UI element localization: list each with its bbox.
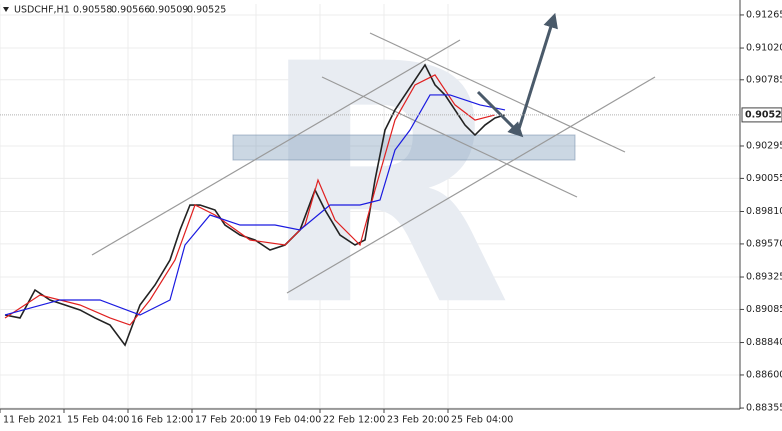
forecast-arrow bbox=[476, 90, 524, 138]
y-tick-label: 0.91020 bbox=[746, 43, 782, 54]
channel-line bbox=[91, 39, 461, 256]
x-tick-label: 23 Feb 20:00 bbox=[387, 415, 449, 426]
watermark: R bbox=[258, 0, 512, 378]
ohlc-value: 0.90558 bbox=[73, 5, 112, 16]
x-tick-label: 17 Feb 20:00 bbox=[195, 415, 257, 426]
ohlc-value: 0.90525 bbox=[187, 5, 226, 16]
last-price-box bbox=[741, 107, 782, 123]
y-tick-label: 0.90785 bbox=[746, 74, 782, 85]
x-tick-label: 15 Feb 04:00 bbox=[67, 415, 129, 426]
trend-lines bbox=[91, 32, 656, 294]
ohlc-value: 0.90509 bbox=[149, 5, 188, 16]
y-tick-label: 0.91265 bbox=[746, 9, 782, 20]
y-tick-label: 0.90055 bbox=[746, 173, 782, 184]
last-price-label: 0.90525 bbox=[745, 109, 782, 120]
x-tick-label: 19 Feb 04:00 bbox=[259, 415, 321, 426]
y-tick-label: 0.89570 bbox=[746, 238, 782, 249]
channel-line bbox=[369, 32, 626, 153]
x-tick-label: 25 Feb 04:00 bbox=[451, 415, 513, 426]
y-tick-label: 0.88600 bbox=[746, 369, 782, 380]
support-zone bbox=[232, 134, 576, 161]
y-tick-label: 0.89325 bbox=[746, 272, 782, 283]
price-line bbox=[4, 94, 506, 316]
channel-line bbox=[286, 76, 656, 294]
grid bbox=[0, 4, 740, 409]
y-tick-label: 0.90295 bbox=[746, 140, 782, 151]
collapse-icon[interactable] bbox=[3, 7, 9, 12]
ohlc-value: 0.90566 bbox=[111, 5, 150, 16]
x-tick-label: 11 Feb 2021 bbox=[3, 415, 62, 426]
x-tick-label: 16 Feb 12:00 bbox=[131, 415, 193, 426]
y-tick-label: 0.88840 bbox=[746, 337, 782, 348]
y-tick-label: 0.88355 bbox=[746, 403, 782, 414]
y-tick-label: 0.89085 bbox=[746, 304, 782, 315]
forecast-arrow bbox=[516, 12, 558, 133]
chart-title: USDCHF,H1 bbox=[14, 5, 70, 16]
plot bbox=[4, 63, 506, 347]
y-tick-label: 0.89810 bbox=[746, 206, 782, 217]
channel-line bbox=[321, 76, 578, 198]
price-line bbox=[4, 74, 496, 326]
x-tick-label: 22 Feb 12:00 bbox=[323, 415, 385, 426]
